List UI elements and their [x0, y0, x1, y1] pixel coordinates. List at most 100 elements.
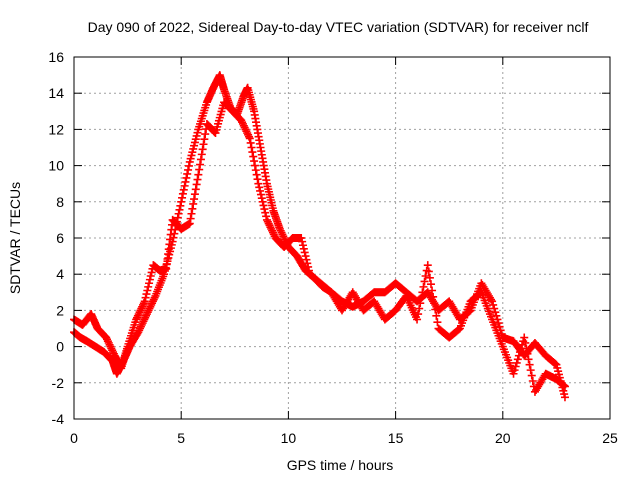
data-point-marker [299, 244, 308, 253]
data-point-marker [509, 369, 518, 378]
data-point-marker [527, 371, 536, 380]
data-point-marker [513, 355, 522, 364]
data-point-marker [251, 166, 260, 175]
data-point-marker [245, 134, 254, 143]
data-point-marker [269, 230, 278, 239]
data-point-marker [425, 273, 434, 282]
data-point-marker [197, 150, 206, 159]
data-point-marker [145, 275, 154, 284]
y-tick-label: 8 [56, 194, 64, 210]
data-point-marker [526, 366, 535, 375]
data-point-marker [524, 355, 533, 364]
y-tick-label: -4 [52, 411, 65, 427]
data-point-marker [103, 337, 112, 346]
data-point-marker [107, 344, 116, 353]
data-point-marker [143, 286, 152, 295]
data-point-marker [420, 277, 429, 286]
data-point-marker [560, 393, 569, 402]
data-point-marker [413, 315, 422, 324]
data-point-marker [136, 306, 145, 315]
data-point-marker [141, 313, 150, 322]
data-point-marker [278, 230, 287, 239]
data-point-marker [237, 116, 246, 125]
data-point-marker [175, 205, 184, 214]
data-point-marker [419, 282, 428, 291]
data-point-marker [142, 311, 151, 320]
data-point-marker [191, 185, 200, 194]
data-point-marker [431, 305, 440, 314]
data-point-marker [184, 161, 193, 170]
data-point-marker [143, 308, 152, 317]
data-point-marker [184, 165, 193, 174]
x-tick-label: 25 [602, 430, 618, 446]
data-point-marker [510, 366, 519, 375]
data-point-marker [149, 295, 158, 304]
data-point-marker [253, 175, 262, 184]
data-point-marker [264, 219, 273, 228]
data-point-marker [267, 224, 276, 233]
y-tick-label: 16 [48, 49, 64, 65]
data-point-marker [138, 319, 147, 328]
data-point-marker [247, 143, 256, 152]
data-point-marker [139, 317, 148, 326]
data-point-marker [298, 241, 307, 250]
data-point-marker [494, 319, 503, 328]
data-point-marker [426, 280, 435, 289]
data-point-marker [560, 382, 569, 391]
data-point-marker [196, 160, 205, 169]
data-point-marker [136, 324, 145, 333]
data-point-marker [520, 333, 529, 342]
data-point-marker [243, 129, 252, 138]
data-point-marker [268, 226, 277, 235]
data-point-marker [188, 204, 197, 213]
y-tick-label: 2 [56, 302, 64, 318]
data-point-marker [240, 123, 249, 132]
data-point-marker [148, 299, 157, 308]
data-point-marker [190, 190, 199, 199]
y-tick-label: 14 [48, 85, 64, 101]
data-point-marker [416, 299, 425, 308]
data-point-marker [492, 311, 501, 320]
data-point-marker [178, 193, 187, 202]
data-point-marker [241, 125, 250, 134]
data-point-marker [258, 197, 267, 206]
data-point-marker [418, 288, 427, 297]
data-point-marker [109, 348, 118, 357]
tick-layer: -4 -2 0 2 4 6 8 10 12 14 16 0 5 10 15 20 25 [48, 49, 618, 446]
data-point-marker [511, 362, 520, 371]
data-point-marker [139, 300, 148, 309]
y-tick-label: 0 [56, 339, 64, 355]
data-point-marker [244, 132, 253, 141]
x-axis-label: GPS time / hours [287, 457, 394, 473]
y-tick-label: 10 [48, 158, 64, 174]
data-point-marker [177, 197, 186, 206]
data-point-marker [257, 194, 266, 203]
data-point-marker [302, 255, 311, 264]
data-point-marker [514, 351, 523, 360]
series-track-b [70, 98, 569, 396]
data-point-marker [137, 320, 146, 329]
data-point-marker [194, 170, 203, 179]
data-point-marker [259, 201, 268, 210]
data-point-marker [256, 186, 265, 195]
data-point-marker [136, 322, 145, 331]
data-point-marker [144, 306, 153, 315]
data-point-marker [190, 195, 199, 204]
data-point-marker [528, 376, 537, 385]
data-point-marker [489, 300, 498, 309]
data-point-marker [275, 224, 284, 233]
data-point-marker [142, 290, 151, 299]
x-tick-label: 5 [177, 430, 185, 446]
data-point-marker [108, 346, 117, 355]
data-point-marker [179, 185, 188, 194]
data-point-marker [189, 199, 198, 208]
data-point-marker [140, 315, 149, 324]
data-point-marker [250, 157, 259, 166]
data-point-marker [424, 267, 433, 276]
data-point-marker [523, 349, 532, 358]
data-point-marker [525, 360, 534, 369]
data-point-marker [256, 190, 265, 199]
data-point-marker [198, 145, 207, 154]
data-point-marker [512, 358, 521, 367]
